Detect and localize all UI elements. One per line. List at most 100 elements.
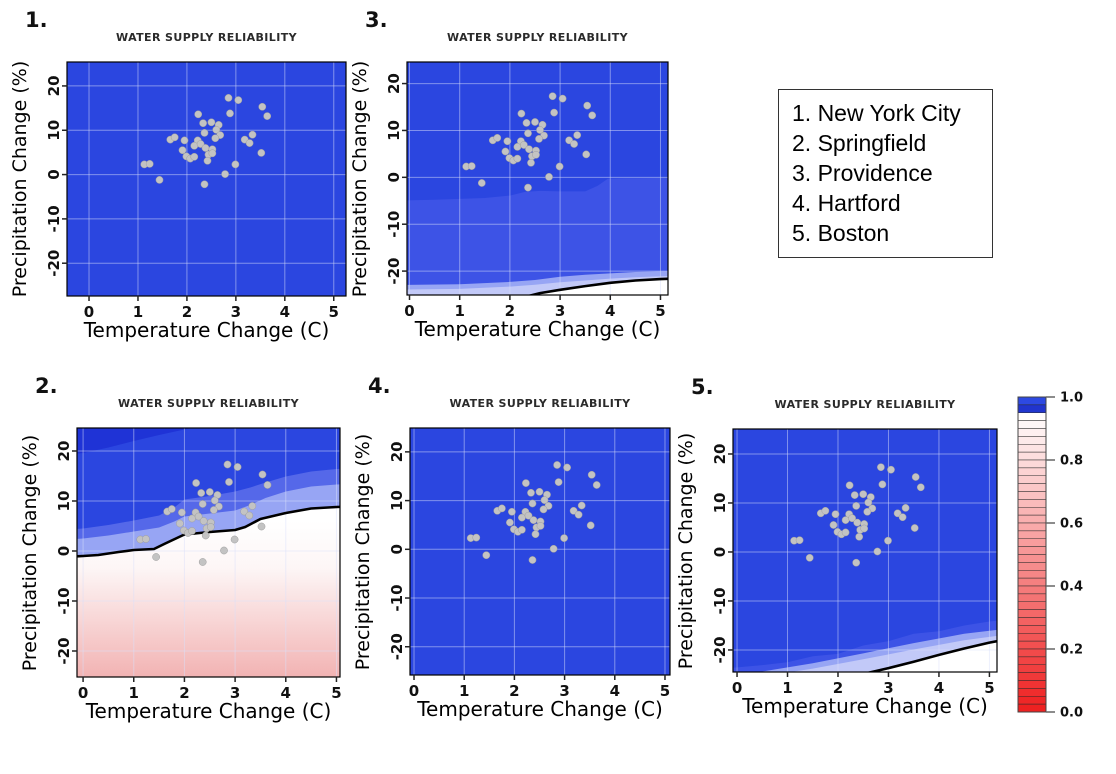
y-tick-label: -20 [385, 258, 403, 285]
colorbar-segment [1017, 530, 1047, 540]
y-tick-label: 20 [388, 441, 406, 462]
scatter-point-gcm-projection [911, 473, 920, 481]
scatter-point-gcm-projection [200, 129, 209, 137]
colorbar-segment [1017, 625, 1047, 634]
scatter-point-gcm-projection [223, 460, 232, 469]
panel-number: 5. [691, 375, 714, 399]
scatter-point-gcm-projection [208, 149, 217, 158]
scatter-point-gcm-projection [852, 502, 861, 510]
scatter-point-gcm-projection [206, 523, 215, 531]
colorbar-segment [1017, 648, 1047, 658]
scatter-point-gcm-projection [245, 511, 254, 520]
colorbar-segment [1017, 538, 1047, 547]
x-axis-label: Temperature Change (C) [742, 694, 988, 718]
scatter-point-gcm-projection [240, 507, 249, 516]
scatter-point-gcm-projection [198, 500, 207, 508]
y-tick-label: 0 [388, 544, 406, 554]
threshold-contour-line [527, 277, 668, 295]
colorbar-segment [1017, 696, 1047, 705]
scatter-point-gcm-projection [586, 521, 595, 530]
x-tick-label: 3 [230, 684, 240, 702]
y-tick-label: 10 [388, 490, 406, 511]
x-tick-label: 3 [231, 303, 241, 321]
scatter-point-gcm-projection [525, 145, 533, 154]
scatter-point-gcm-projection [805, 553, 814, 562]
scatter-point-gcm-projection [859, 490, 868, 499]
colorbar-segment [1017, 601, 1047, 610]
plot-title: WATER SUPPLY RELIABILITY [774, 398, 956, 411]
x-tick-label: 1 [454, 302, 464, 320]
x-tick-label: 3 [555, 302, 565, 320]
colorbar-segment [1017, 467, 1047, 477]
scatter-point-gcm-projection [845, 481, 854, 490]
scatter-point-gcm-projection [178, 508, 186, 517]
colorbar-segment [1017, 680, 1047, 689]
x-axis-label: Temperature Change (C) [417, 697, 663, 721]
scatter-point-gcm-projection [192, 479, 200, 487]
plot-border [732, 428, 998, 673]
y-tick-label: 10 [45, 120, 63, 141]
x-tick-label: 0 [78, 684, 88, 702]
colorbar-tick-label: 0.0 [1060, 706, 1083, 721]
scatter-point-gcm-projection [898, 513, 907, 522]
scatter-point-gcm-projection [506, 518, 514, 527]
scatter-point-gcm-projection [527, 488, 535, 497]
scatter-point-gcm-projection [245, 139, 254, 147]
x-tick-label: 0 [732, 679, 742, 697]
scatter-point-gcm-projection [145, 160, 154, 168]
y-tick-label: 10 [711, 493, 729, 514]
scatter-point-gcm-projection [220, 546, 228, 555]
colorbar-segment [1017, 404, 1047, 414]
plot-title: WATER SUPPLY RELIABILITY [449, 397, 631, 410]
scatter-point-gcm-projection [553, 461, 561, 469]
scatter-point-gcm-projection [508, 507, 516, 516]
colorbar-segment [1017, 475, 1047, 484]
scatter-point-gcm-projection [230, 535, 239, 544]
x-tick-label: 4 [934, 679, 944, 697]
surface-area [407, 62, 668, 295]
scatter-point-gcm-projection [535, 487, 544, 496]
scatter-point-gcm-projection [887, 465, 895, 474]
scatter-point-gcm-projection [549, 544, 558, 553]
y-tick-label: -10 [45, 205, 63, 232]
scatter-point-gcm-projection [263, 481, 272, 489]
x-tick-label: 4 [281, 684, 291, 702]
colorbar-segment [1017, 554, 1047, 563]
scatter-point-gcm-projection [234, 96, 243, 104]
scatter-point-gcm-projection [554, 478, 563, 486]
scatter-point-gcm-projection [855, 532, 864, 541]
x-tick-label: 1 [459, 682, 469, 700]
scatter-point-gcm-projection [527, 158, 535, 167]
scatter-point-gcm-projection [477, 179, 486, 187]
colorbar-segment [1017, 491, 1047, 500]
scatter-point-gcm-projection [524, 183, 532, 192]
scatter-point-gcm-projection [517, 109, 526, 118]
response-surface-chart: 0 1 2 3 4 5 -20 -10 0 10 20 [45, 61, 347, 321]
scatter-point-gcm-projection [498, 504, 506, 513]
colorbar-segment [1017, 499, 1047, 508]
colorbar-segment [1017, 546, 1047, 555]
scatter-point-gcm-projection [577, 501, 586, 510]
scatter-point-gcm-projection [155, 176, 164, 184]
scatter-point-gcm-projection [233, 463, 242, 471]
contour-band-deepest [77, 428, 340, 454]
scatter-point-gcm-projection [795, 536, 804, 545]
colorbar-segment [1017, 412, 1047, 421]
scatter-point-gcm-projection [545, 173, 553, 181]
colorbar-segment [1017, 703, 1047, 713]
surface-base [67, 62, 346, 296]
response-surface-chart: 0 1 2 3 4 5 -20 -10 0 10 20 [55, 427, 342, 702]
scatter-point-gcm-projection [592, 481, 601, 489]
scatter-point-gcm-projection [873, 547, 882, 556]
panel-springfield: 2. WATER SUPPLY RELIABILITY Precipitatio… [19, 374, 342, 723]
colorbar-segment [1017, 609, 1047, 618]
y-tick-label: 20 [711, 444, 729, 465]
scatter-point-gcm-projection [201, 144, 210, 152]
colorbar-segment [1017, 688, 1047, 697]
scatter-point-gcm-projection [587, 470, 596, 479]
scatter-point-gcm-projection [574, 510, 583, 519]
response-surface-chart: 0 1 2 3 4 5 -20 -10 0 10 20 [385, 61, 669, 320]
scatter-point-gcm-projection [200, 180, 209, 189]
scatter-point-gcm-projection [850, 491, 859, 499]
scatter-point-gcm-projection [548, 92, 557, 101]
